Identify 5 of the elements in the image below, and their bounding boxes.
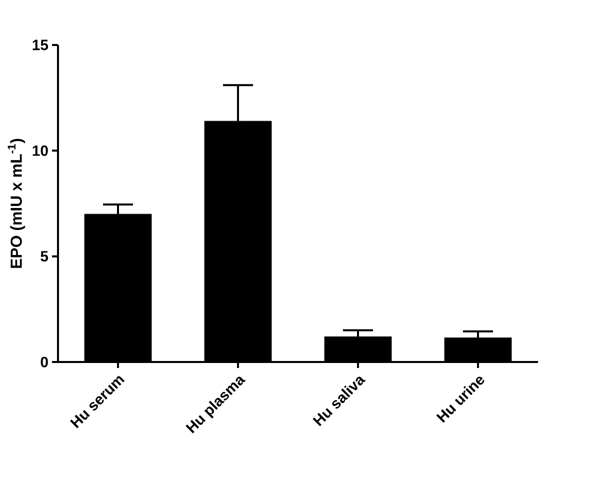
y-tick-label: 0: [40, 356, 48, 368]
y-axis-title: EPO (mIU x mL$^{-1}$): [8, 138, 26, 268]
y-tick-label: 10: [32, 145, 48, 156]
y-tick-label: 15: [32, 40, 48, 50]
y-tick-label: 5: [40, 251, 48, 262]
